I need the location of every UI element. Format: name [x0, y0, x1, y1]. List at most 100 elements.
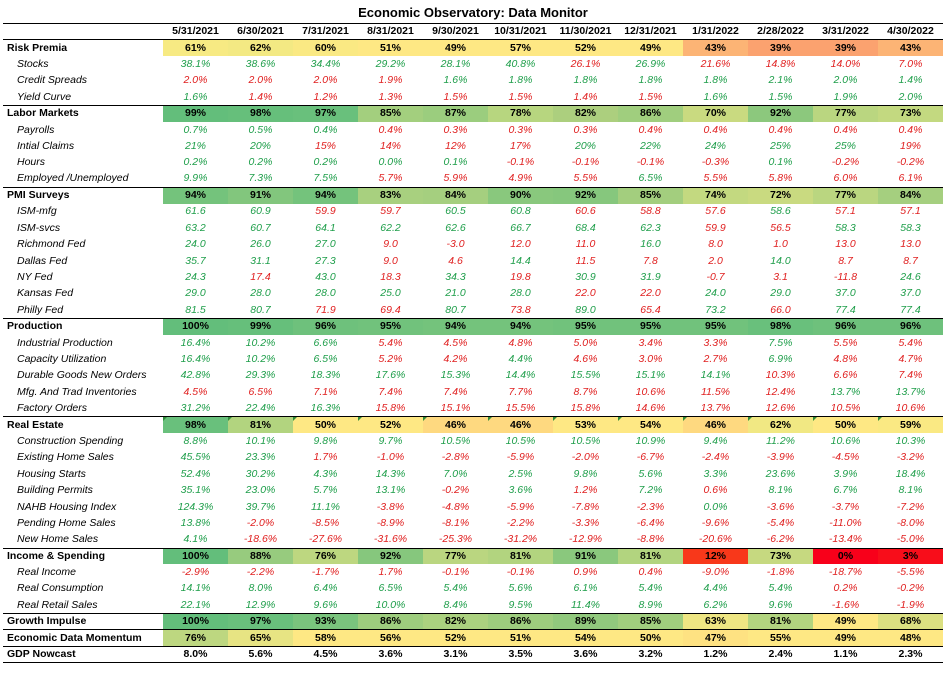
section-score: 72% — [748, 186, 813, 204]
indicator-value: 71.9 — [315, 303, 336, 316]
indicator-value: -8.8% — [636, 533, 665, 546]
indicator-value: -2.2% — [246, 566, 275, 579]
indicator-value: 31.2% — [180, 401, 211, 414]
indicator-value: 5.7% — [313, 484, 338, 497]
indicator-row: Intial Claims 21% 20% 15% 14% 12% 17% 20% 22% 24%… — [3, 138, 943, 154]
indicator-value: 10.5% — [440, 434, 471, 447]
indicator-row: Stocks 38.1% 38.6% 34.4% 29.2% 28.1% 40.8% 26.1… — [3, 56, 943, 72]
section-score: 52% — [423, 629, 488, 647]
indicator-value: 28.0 — [510, 287, 531, 300]
section-score: 100% — [163, 318, 228, 335]
section-score: 92% — [748, 104, 813, 122]
indicator-value: 6.6% — [313, 336, 338, 349]
indicator-value: -8.9% — [376, 516, 405, 529]
indicator-value: 8.0 — [708, 238, 723, 251]
indicator-value: 5.0% — [573, 336, 598, 349]
indicator-value: -25.3% — [438, 533, 473, 546]
indicator-label: Stocks — [17, 57, 49, 70]
section-score: 92% — [553, 186, 618, 204]
indicator-row: NY Fed 24.3 17.4 43.0 18.3 34.3 19.8 30.9 31.9 -0… — [3, 269, 943, 285]
section-score: 77% — [423, 547, 488, 565]
section-score: 90% — [488, 186, 553, 204]
indicator-value: 23.6% — [765, 467, 796, 480]
indicator-value: 1.9% — [378, 74, 403, 87]
indicator-value: 1.4% — [248, 90, 273, 103]
indicator-value: -20.6% — [698, 533, 733, 546]
section-score: 49% — [618, 39, 683, 57]
indicator-value: 5.4% — [443, 582, 468, 595]
indicator-value: 62.6 — [445, 221, 466, 234]
indicator-value: 62.3 — [640, 221, 661, 234]
section-score: 3.5% — [488, 645, 553, 664]
indicator-value: 26.0 — [250, 238, 271, 251]
indicator-value: 12% — [444, 139, 466, 152]
indicator-value: 15.5% — [505, 401, 536, 414]
section-score: 94% — [163, 186, 228, 204]
indicator-value: 0.2% — [183, 156, 208, 169]
section-score: 63% — [683, 613, 748, 630]
indicator-value: 10.5% — [570, 434, 601, 447]
indicator-value: 1.9% — [833, 90, 858, 103]
indicator-value: 12.6% — [765, 401, 796, 414]
indicator-row: Hours 0.2% 0.2% 0.2% 0.0% 0.1% -0.1% -0.1% -0.1%… — [3, 155, 943, 171]
indicator-value: 60.7 — [250, 221, 271, 234]
indicator-value: 10.5% — [505, 434, 536, 447]
indicator-value: 0.4% — [378, 123, 403, 136]
indicator-row: Pending Home Sales 13.8% -2.0% -8.5% -8.9% -8… — [3, 515, 943, 531]
indicator-value: 34.3 — [445, 271, 466, 284]
section-score: 65% — [228, 629, 293, 647]
indicator-value: 1.5% — [638, 90, 663, 103]
indicator-value: 5.6% — [638, 467, 663, 480]
indicator-value: 21% — [184, 139, 206, 152]
indicator-value: 10.6% — [895, 401, 926, 414]
indicator-value: 4.8% — [508, 336, 533, 349]
indicator-row: NAHB Housing Index 124.3% 39.7% 11.1% -3.8% -… — [3, 499, 943, 515]
indicator-value: -0.2% — [896, 582, 925, 595]
section-row: Labor Markets 99% 98% 97% 85% 87% 78% 82% 86% 70%… — [3, 104, 943, 122]
section-score: 81% — [748, 613, 813, 630]
indicator-value: 25% — [769, 139, 791, 152]
section-score: 99% — [228, 318, 293, 335]
indicator-value: 10.3% — [895, 434, 926, 447]
indicator-value: 20% — [574, 139, 596, 152]
indicator-value: 63.2 — [185, 221, 206, 234]
indicator-value: 8.7 — [838, 254, 853, 267]
indicator-value: 24.0 — [705, 287, 726, 300]
indicator-value: 8.0% — [248, 582, 273, 595]
indicator-value: 27.0 — [315, 238, 336, 251]
indicator-value: 35.7 — [185, 254, 206, 267]
indicator-value: 28.0 — [315, 287, 336, 300]
section-score: 1.2% — [683, 645, 748, 664]
indicator-value: -3.3% — [571, 516, 600, 529]
indicator-value: -7.2% — [896, 500, 925, 513]
indicator-value: 1.4% — [573, 90, 598, 103]
indicator-value: 3.4% — [638, 336, 663, 349]
indicator-value: 18.3 — [380, 271, 401, 284]
indicator-value: 10.2% — [245, 336, 276, 349]
indicator-value: 13.0 — [900, 238, 921, 251]
section-score: 39% — [813, 39, 878, 57]
section-score: 81% — [228, 416, 293, 434]
section-score: 62% — [228, 39, 293, 57]
indicator-value: 0.4% — [638, 123, 663, 136]
indicator-value: -2.3% — [636, 500, 665, 513]
indicator-value: 37.0 — [900, 287, 921, 300]
indicator-value: -1.7% — [311, 566, 340, 579]
indicator-value: -2.2% — [506, 516, 535, 529]
section-score: 87% — [423, 104, 488, 122]
indicator-value: 60.9 — [250, 205, 271, 218]
indicator-row: Mfg. And Trad Inventories 4.5% 6.5% 7.1% 7.4… — [3, 384, 943, 400]
indicator-label: Dallas Fed — [17, 254, 68, 267]
indicator-value: -11.0% — [829, 516, 862, 529]
section-score: 49% — [813, 613, 878, 630]
section-row: Production 100% 99% 96% 95% 94% 94% 95% 95% 95% 98… — [3, 318, 943, 335]
indicator-value: 73.8 — [510, 303, 531, 316]
section-score: 91% — [553, 547, 618, 565]
indicator-value: 7.4% — [443, 385, 468, 398]
indicator-value: 1.2% — [573, 484, 598, 497]
section-score: 68% — [878, 613, 943, 630]
indicator-row: Building Permits 35.1% 23.0% 5.7% 13.1% -0.2%… — [3, 482, 943, 498]
indicator-value: 14.1% — [700, 369, 731, 382]
indicator-value: 7.5% — [313, 172, 338, 185]
section-score: 47% — [683, 629, 748, 647]
